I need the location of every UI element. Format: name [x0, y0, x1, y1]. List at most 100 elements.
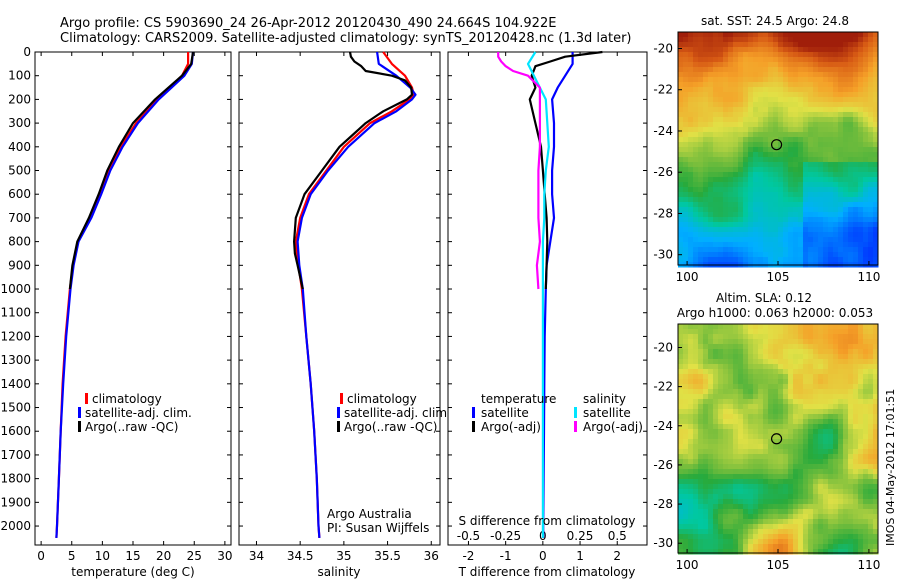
map-cell: [698, 182, 704, 188]
map-cell: [823, 107, 829, 113]
map-cell: [728, 222, 734, 228]
map-cell: [778, 252, 784, 258]
map-cell: [803, 339, 809, 345]
map-cell: [848, 92, 854, 98]
map-cell: [703, 192, 709, 198]
map-cell: [713, 172, 719, 178]
map-cell: [773, 434, 779, 440]
map-cell: [793, 157, 799, 163]
map-cell: [838, 494, 844, 500]
map-cell: [863, 359, 869, 365]
map-cell: [813, 162, 819, 168]
map-cell: [683, 389, 689, 395]
map-cell: [808, 182, 814, 188]
map-cell: [723, 459, 729, 465]
map-cell: [763, 167, 769, 173]
map-cell: [838, 434, 844, 440]
map-cell: [728, 37, 734, 43]
map-cell: [743, 242, 749, 248]
map-cell: [823, 454, 829, 460]
map-cell: [758, 529, 764, 535]
series-line-argo-raw-qc-: [68, 51, 195, 290]
map-cell: [803, 424, 809, 430]
map-cell: [773, 107, 779, 113]
map-cell: [848, 404, 854, 410]
map-cell: [853, 529, 859, 535]
map-cell: [768, 529, 774, 535]
map-cell: [823, 202, 829, 208]
map-cell: [768, 444, 774, 450]
map-cell: [728, 42, 734, 48]
map-cell: [808, 514, 814, 520]
map-cell: [728, 212, 734, 218]
map-cell: [683, 202, 689, 208]
map-cell: [728, 464, 734, 470]
map-cell: [728, 379, 734, 385]
map-cell: [868, 419, 874, 425]
map-cell: [803, 67, 809, 73]
map-cell: [848, 504, 854, 510]
map-cell: [838, 464, 844, 470]
map-cell: [788, 37, 794, 43]
map-cell: [678, 374, 684, 380]
map-cell: [738, 469, 744, 475]
map-cell: [873, 62, 879, 68]
map-cell: [758, 544, 764, 550]
map-cell: [783, 334, 789, 340]
map-cell: [713, 354, 719, 360]
map-cell: [743, 252, 749, 258]
map-cell: [738, 247, 744, 253]
map-cell: [828, 444, 834, 450]
map-cell: [703, 504, 709, 510]
map-cell: [718, 419, 724, 425]
map-cell: [758, 459, 764, 465]
map-cell: [823, 489, 829, 495]
map-cell: [743, 207, 749, 213]
map-cell: [793, 534, 799, 540]
map-cell: [748, 499, 754, 505]
map-cell: [723, 72, 729, 78]
map-cell: [788, 329, 794, 335]
map-cell: [848, 162, 854, 168]
map-cell: [828, 167, 834, 173]
map-cell: [833, 62, 839, 68]
map-cell: [723, 77, 729, 83]
map-cell: [868, 57, 874, 63]
map-cell: [748, 77, 754, 83]
map-cell: [708, 32, 714, 38]
map-cell: [868, 147, 874, 153]
map-cell: [723, 324, 729, 330]
map-cell: [838, 37, 844, 43]
map-cell: [863, 414, 869, 420]
map-cell: [708, 187, 714, 193]
map-cell: [753, 132, 759, 138]
map-cell: [693, 97, 699, 103]
map-cell: [788, 469, 794, 475]
map-cell: [758, 47, 764, 53]
map-cell: [753, 112, 759, 118]
map-cell: [788, 414, 794, 420]
map-cell: [723, 32, 729, 38]
map-cell: [698, 177, 704, 183]
map-cell: [868, 459, 874, 465]
map-cell: [788, 67, 794, 73]
map-cell: [838, 414, 844, 420]
map-cell: [868, 524, 874, 530]
map-cell: [833, 187, 839, 193]
map-cell: [798, 509, 804, 515]
map-cell: [803, 434, 809, 440]
map-cell: [698, 339, 704, 345]
map-cell: [723, 449, 729, 455]
map-cell: [728, 62, 734, 68]
map-cell: [688, 354, 694, 360]
map-cell: [868, 72, 874, 78]
map-cell: [798, 444, 804, 450]
map-cell: [853, 247, 859, 253]
map-cell: [758, 524, 764, 530]
map-cell: [718, 37, 724, 43]
map-cell: [783, 37, 789, 43]
map-cell: [793, 379, 799, 385]
map-cell: [758, 409, 764, 415]
map-cell: [798, 399, 804, 405]
map-cell: [828, 207, 834, 213]
